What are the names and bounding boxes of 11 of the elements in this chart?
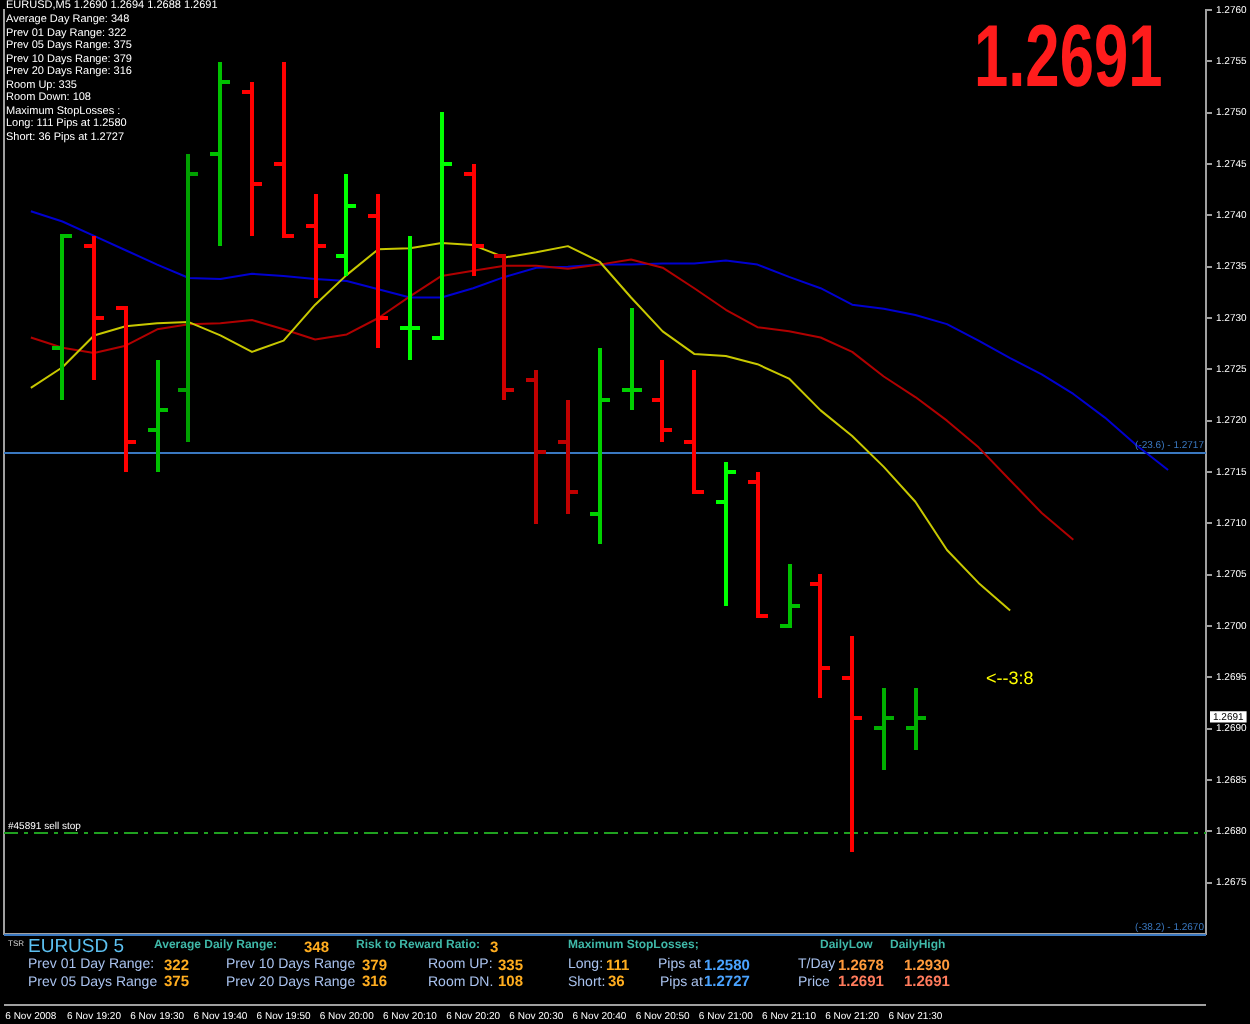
candlestick — [780, 562, 800, 628]
candlestick — [148, 358, 168, 474]
candlestick — [842, 634, 862, 854]
candlestick — [622, 306, 642, 412]
candlestick — [306, 192, 326, 300]
annotation: 1.2691 — [974, 8, 1163, 106]
candlestick — [400, 234, 420, 362]
candlestick — [716, 460, 736, 608]
text: EURUSD 5 — [28, 936, 125, 958]
candlestick — [652, 358, 672, 444]
annotation: <--3:8 — [986, 668, 1034, 688]
